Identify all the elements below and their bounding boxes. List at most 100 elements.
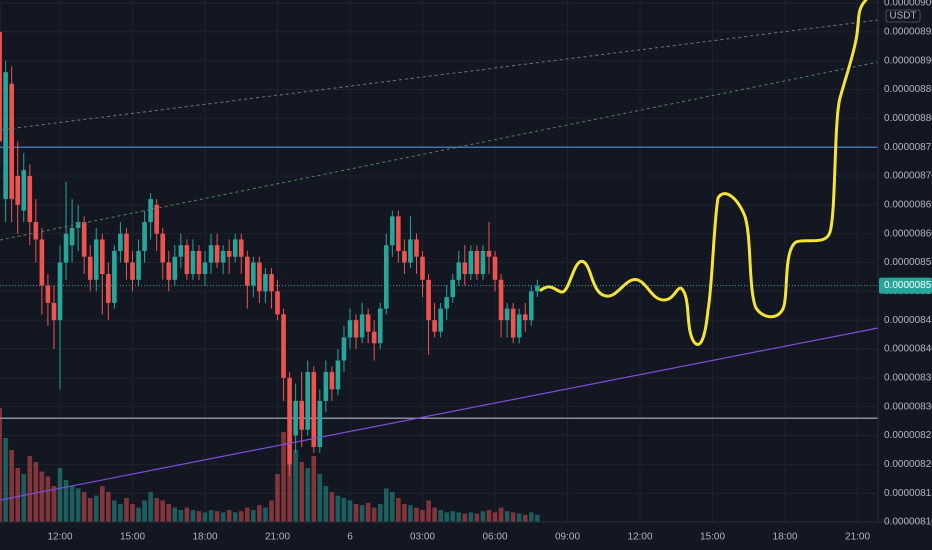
candle-body: [311, 372, 317, 448]
volume-bar: [396, 498, 401, 522]
volume-bar: [75, 488, 81, 522]
volume-bar: [263, 507, 268, 522]
candle-body: [510, 308, 516, 338]
candle-body: [172, 256, 178, 280]
candle-body: [293, 400, 298, 436]
candle-body: [33, 222, 39, 240]
volume-bar: [269, 500, 274, 522]
x-tick-label: 06:00: [483, 532, 508, 543]
volume-bar: [257, 505, 262, 522]
volume-bar: [414, 507, 419, 522]
volume-bar: [456, 512, 462, 522]
candle-body: [498, 279, 504, 321]
y-tick-label: 0.00000815: [884, 488, 932, 499]
candle-body: [118, 233, 123, 251]
candle-body: [160, 233, 166, 263]
candle-body: [438, 308, 443, 332]
volume-bar: [335, 495, 341, 522]
y-tick-label: 0.00000855: [884, 257, 932, 268]
candle-body: [190, 250, 196, 275]
x-tick-label: 18:00: [192, 532, 217, 543]
candle-body: [535, 285, 540, 292]
x-tick-label: 15:00: [700, 532, 725, 543]
candle-body: [516, 314, 522, 338]
candle-body: [93, 239, 99, 280]
volume-bar: [498, 507, 504, 522]
y-tick-label: 0.00000900: [884, 0, 932, 9]
volume-bar: [112, 500, 117, 522]
candle-body: [21, 170, 27, 211]
volume-bar: [450, 511, 456, 522]
freehand-drawing: [539, 0, 868, 346]
candle-body: [130, 262, 135, 280]
candle-body: [45, 285, 51, 303]
candle-body: [468, 250, 474, 275]
candle-body: [69, 227, 75, 246]
volume-bar: [184, 507, 190, 522]
candle-body: [220, 250, 226, 263]
volume-bar: [522, 514, 528, 522]
y-tick-label: 0.00000875: [884, 142, 932, 153]
candle-body: [251, 262, 256, 286]
x-tick-label: 18:00: [773, 532, 798, 543]
volume-bar: [214, 511, 220, 522]
candle-body: [347, 320, 353, 338]
candle-body: [148, 199, 153, 223]
y-tick-label: 0.00000835: [884, 372, 932, 383]
candle-body: [184, 245, 190, 275]
volume-bar: [202, 512, 208, 522]
candle-body: [396, 216, 401, 251]
candle-body: [154, 204, 159, 234]
volume-bar: [238, 511, 244, 522]
candle-body: [112, 250, 117, 303]
candle-body: [269, 274, 274, 292]
candle-body: [124, 233, 129, 263]
volume-bar: [160, 500, 166, 522]
volume-bar: [208, 510, 214, 522]
volume-bar: [341, 498, 347, 522]
candle-body: [402, 250, 407, 263]
x-tick-label: 21:00: [265, 532, 290, 543]
volume-bar: [196, 511, 202, 522]
volume-bar: [305, 468, 311, 522]
candle-body: [414, 239, 419, 257]
volume-bar: [136, 507, 141, 522]
candle-body: [341, 337, 347, 361]
volume-layer: [0, 402, 540, 522]
volume-bar: [462, 513, 468, 522]
x-tick-label: 15:00: [120, 532, 145, 543]
candle-body: [462, 262, 468, 275]
candle-body: [99, 239, 105, 275]
candle-body: [444, 297, 449, 309]
candle-body: [408, 239, 413, 263]
y-tick-label: 0.00000825: [884, 430, 932, 441]
volume-bar: [504, 511, 510, 522]
volume-bar: [486, 510, 492, 522]
candle-body: [486, 250, 492, 257]
candle-body: [202, 262, 208, 275]
volume-bar: [63, 480, 69, 522]
volume-bar: [347, 500, 353, 522]
candle-body: [317, 400, 323, 448]
candle-body: [39, 239, 45, 286]
candle-body: [245, 256, 250, 286]
volume-bar: [87, 498, 93, 522]
candle-body: [390, 216, 395, 246]
candle-body: [305, 372, 311, 430]
volume-bar: [438, 510, 443, 522]
volume-bar: [371, 507, 377, 522]
candle-body: [528, 291, 534, 321]
volume-bar: [118, 504, 123, 522]
candle-body: [353, 320, 359, 338]
volume-bar: [480, 511, 486, 522]
volume-bar: [474, 513, 480, 522]
y-tick-label: 0.00000860: [884, 228, 932, 239]
candle-body: [257, 262, 262, 292]
candle-body: [51, 302, 57, 321]
candle-body: [57, 262, 63, 321]
volume-bar: [57, 468, 63, 522]
volume-bar: [311, 456, 317, 522]
volume-bar: [293, 450, 298, 522]
candle-body: [208, 245, 214, 263]
